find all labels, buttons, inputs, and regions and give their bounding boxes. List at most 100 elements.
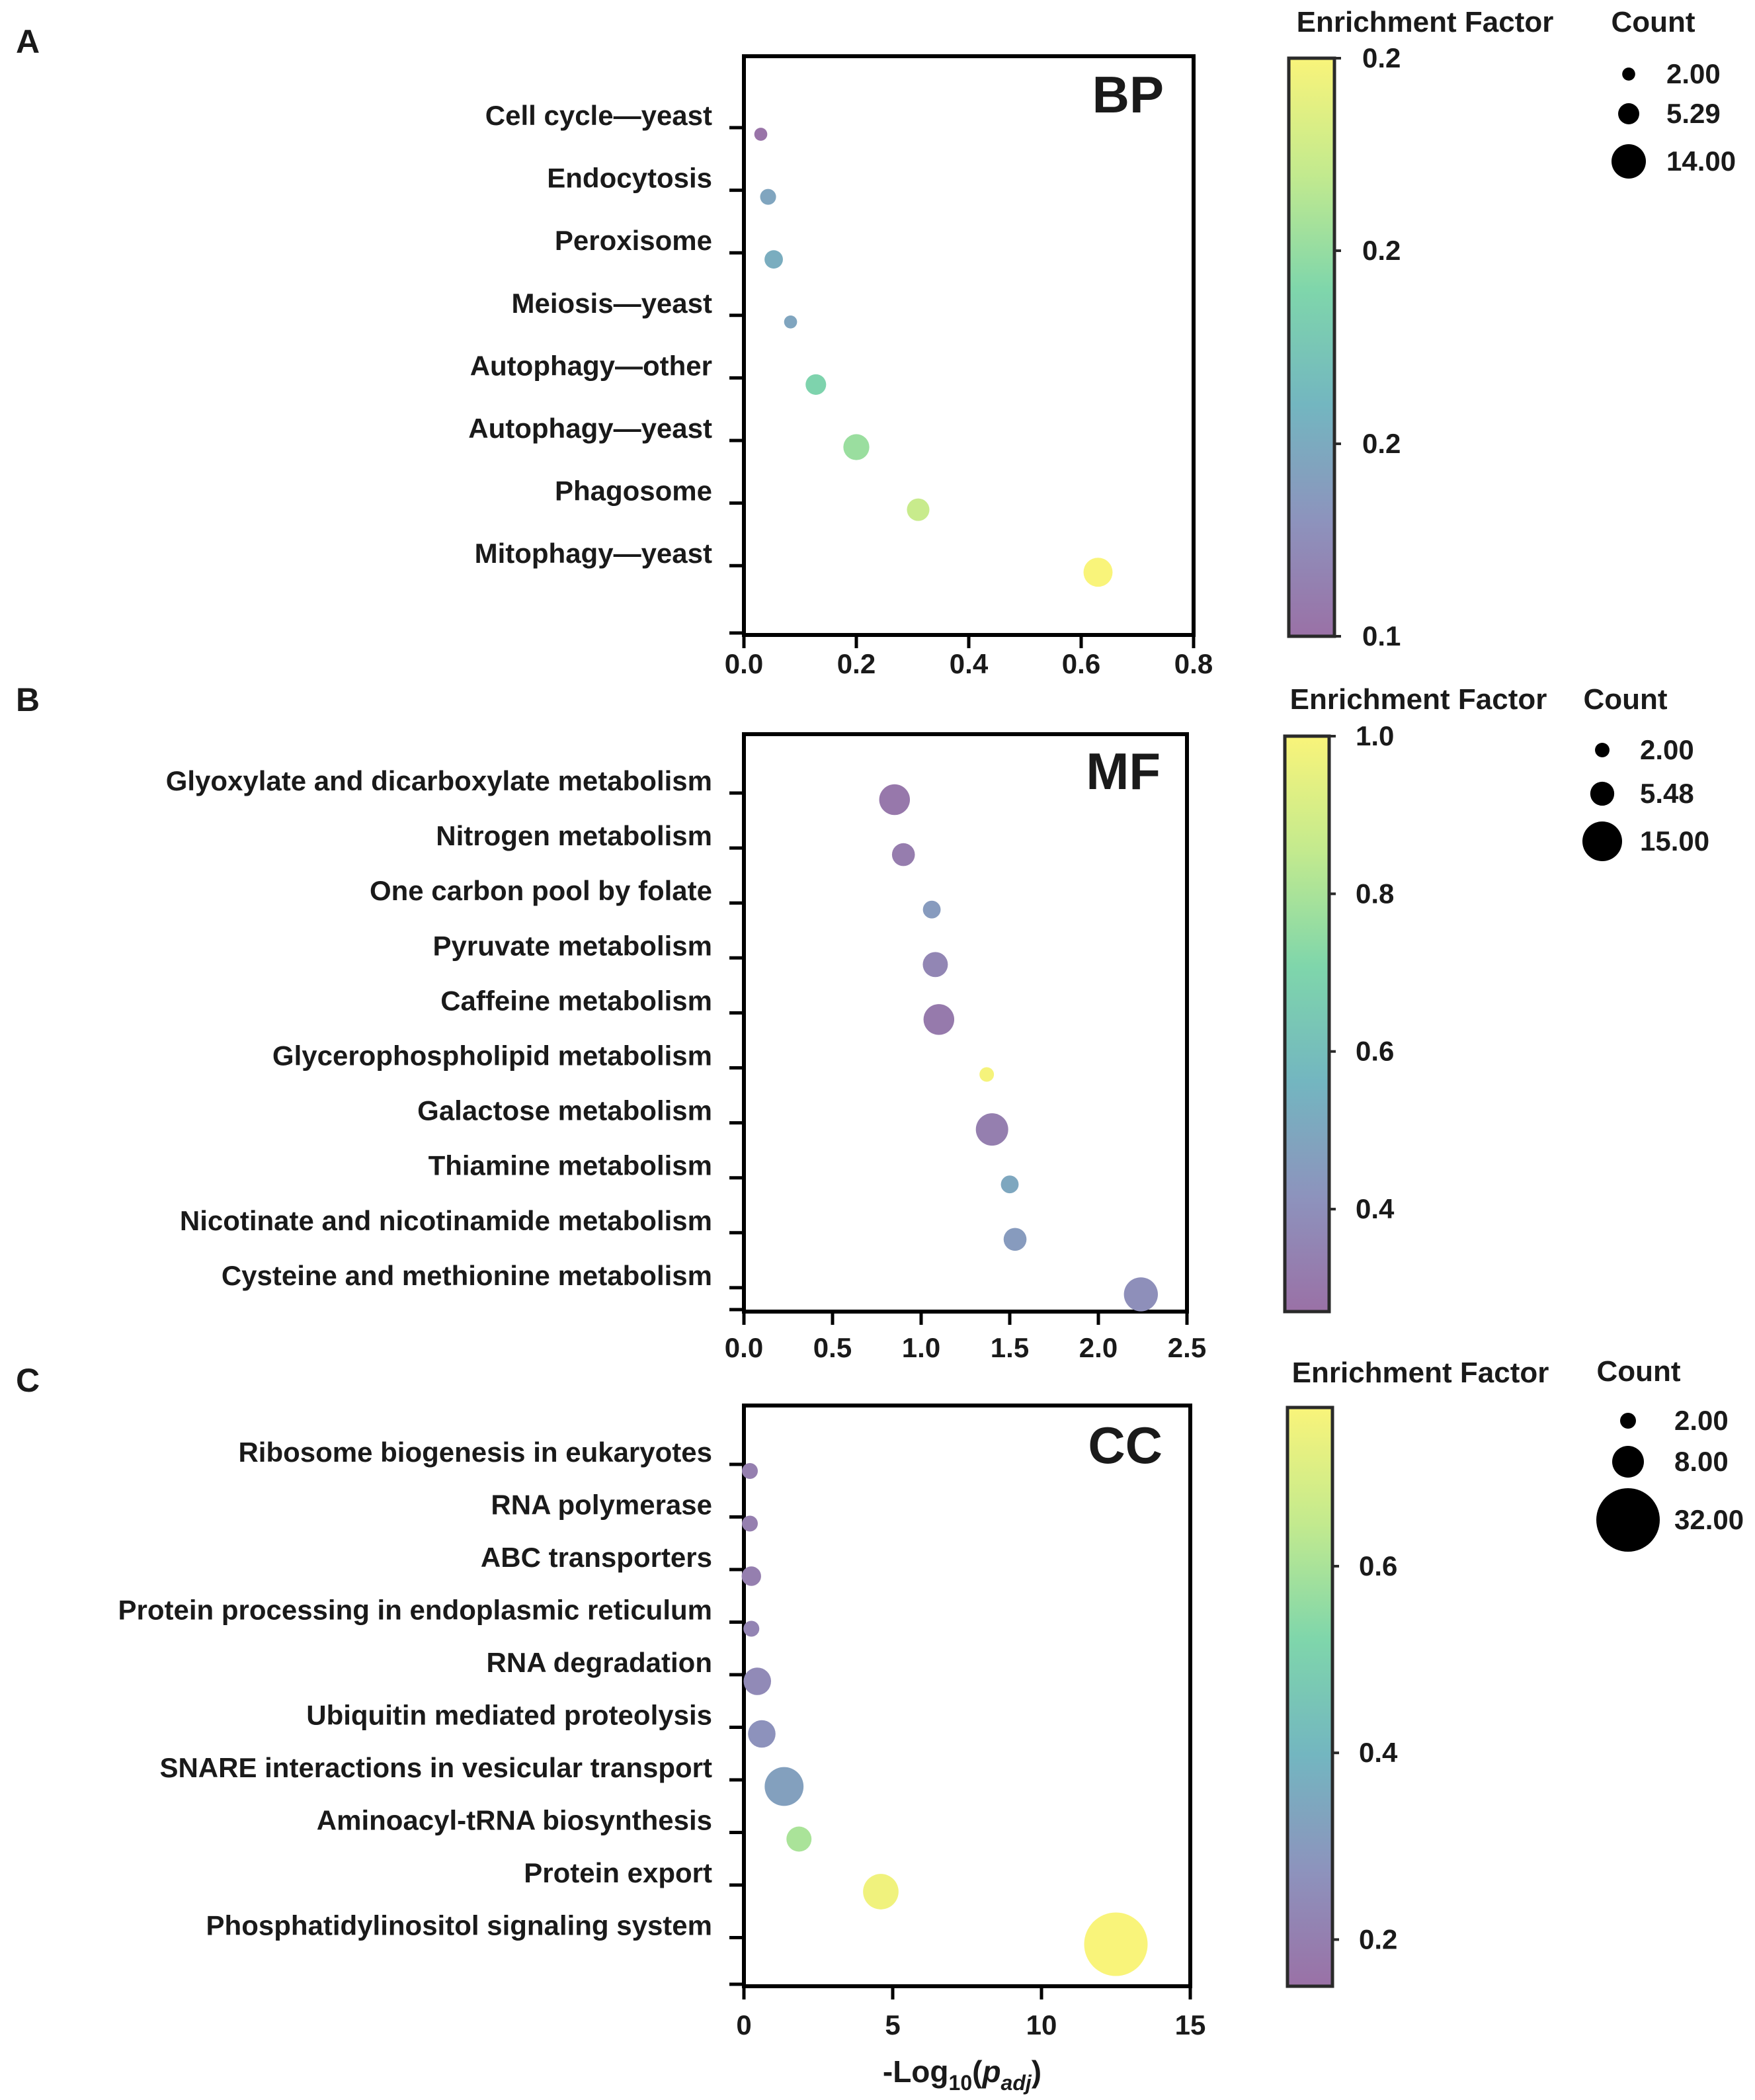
data-point bbox=[923, 1004, 955, 1035]
panel-title: BP bbox=[1092, 65, 1164, 124]
x-axis-label-close: ) bbox=[1032, 2054, 1041, 2089]
data-point bbox=[879, 784, 911, 816]
category-label: Autophagy—yeast bbox=[468, 413, 712, 444]
size-legend-dot bbox=[1620, 1413, 1636, 1429]
data-point bbox=[1123, 1277, 1159, 1312]
panel-letter: C bbox=[16, 1362, 40, 1399]
data-point bbox=[764, 250, 783, 269]
colorbar-tick-label: 0.6 bbox=[1359, 1550, 1397, 1581]
data-point bbox=[1003, 1228, 1027, 1251]
data-point bbox=[748, 1720, 776, 1748]
plot-frame bbox=[742, 732, 1189, 1314]
category-label: Caffeine metabolism bbox=[440, 985, 712, 1016]
colorbar-title: Enrichment Factor bbox=[1290, 683, 1547, 716]
x-tick-label: 0.8 bbox=[1174, 648, 1213, 679]
category-label: Cysteine and methionine metabolism bbox=[222, 1260, 712, 1291]
data-point bbox=[979, 1067, 995, 1082]
category-label: ABC transporters bbox=[481, 1542, 712, 1573]
size-legend-label: 2.00 bbox=[1674, 1405, 1729, 1436]
category-label: Meiosis—yeast bbox=[512, 288, 712, 319]
x-tick-label: 5 bbox=[885, 2009, 900, 2040]
plot-frame bbox=[742, 54, 1196, 637]
size-legend-dot bbox=[1618, 103, 1639, 124]
x-tick-label: 0.4 bbox=[950, 648, 989, 679]
category-label: Glycerophospholipid metabolism bbox=[272, 1040, 712, 1071]
data-point bbox=[907, 498, 930, 521]
size-legend-dot bbox=[1590, 781, 1615, 806]
category-label: RNA degradation bbox=[487, 1647, 712, 1678]
data-point bbox=[1083, 558, 1113, 587]
colorbar bbox=[1287, 56, 1336, 638]
colorbar bbox=[1283, 734, 1331, 1314]
colorbar-tick-label: 1.0 bbox=[1356, 720, 1394, 751]
x-tick-label: 0.2 bbox=[837, 648, 876, 679]
size-legend-dot bbox=[1622, 67, 1635, 81]
category-label: Endocytosis bbox=[547, 163, 712, 194]
data-point bbox=[1000, 1175, 1019, 1194]
data-point bbox=[975, 1113, 1008, 1146]
category-label: Nicotinate and nicotinamide metabolism bbox=[180, 1205, 712, 1236]
category-label: Ribosome biogenesis in eukaryotes bbox=[238, 1437, 712, 1468]
colorbar-tick-label: 0.4 bbox=[1356, 1193, 1395, 1224]
colorbar-tick-label: 0.2 bbox=[1362, 42, 1401, 73]
size-legend-label: 8.00 bbox=[1674, 1446, 1729, 1477]
category-label: Pyruvate metabolism bbox=[432, 930, 712, 961]
colorbar-tick-label: 0.6 bbox=[1356, 1036, 1394, 1067]
size-legend-dot bbox=[1612, 144, 1646, 179]
category-label: Protein export bbox=[524, 1857, 712, 1888]
category-label: Aminoacyl-tRNA biosynthesis bbox=[317, 1805, 712, 1836]
category-label: Peroxisome bbox=[555, 225, 712, 256]
category-label: Mitophagy—yeast bbox=[475, 538, 712, 569]
data-point bbox=[1084, 1912, 1148, 1976]
x-axis-label-prefix: -Log bbox=[883, 2054, 949, 2089]
panel-letter: B bbox=[16, 681, 40, 718]
size-legend-label: 14.00 bbox=[1666, 146, 1736, 177]
colorbar-tick-label: 0.2 bbox=[1362, 235, 1401, 266]
colorbar-title: Enrichment Factor bbox=[1292, 1357, 1549, 1389]
data-point bbox=[784, 315, 797, 329]
x-tick-label: 0.5 bbox=[813, 1332, 852, 1363]
category-label: Ubiquitin mediated proteolysis bbox=[306, 1700, 712, 1731]
data-point bbox=[742, 1463, 758, 1479]
category-label: Protein processing in endoplasmic reticu… bbox=[118, 1595, 712, 1626]
x-tick-label: 1.0 bbox=[902, 1332, 940, 1363]
x-axis-label-p: p bbox=[981, 2054, 1000, 2089]
size-legend-title: Count bbox=[1611, 6, 1695, 38]
colorbar-tick-label: 0.4 bbox=[1359, 1737, 1398, 1768]
panel-title: MF bbox=[1086, 742, 1161, 800]
x-axis-label-p-subscript: adj bbox=[1001, 2071, 1032, 2095]
data-point bbox=[922, 952, 948, 978]
category-label: Phagosome bbox=[555, 476, 712, 507]
data-point bbox=[743, 1620, 760, 1637]
panels-layer: A BP Cell cycle—yeast Endocytosis Peroxisome… bbox=[16, 6, 1744, 2040]
data-point bbox=[863, 1874, 899, 1910]
x-tick-label: 0.0 bbox=[725, 648, 763, 679]
panel-bp: A BP Cell cycle—yeast Endocytosis Peroxisome… bbox=[16, 6, 1736, 679]
x-tick-label: 15 bbox=[1175, 2009, 1206, 2040]
size-legend-label: 5.29 bbox=[1666, 98, 1721, 129]
category-label: Autophagy—other bbox=[470, 350, 712, 381]
colorbar-tick-label: 0.8 bbox=[1356, 878, 1394, 909]
data-point bbox=[805, 374, 827, 395]
data-point bbox=[760, 189, 776, 205]
x-tick-label: 0 bbox=[736, 2009, 751, 2040]
x-tick-label: 2.5 bbox=[1168, 1332, 1206, 1363]
data-point bbox=[764, 1767, 804, 1806]
x-tick-label: 10 bbox=[1026, 2009, 1057, 2040]
data-point bbox=[743, 1667, 772, 1695]
size-legend-label: 15.00 bbox=[1640, 825, 1709, 857]
colorbar-title: Enrichment Factor bbox=[1297, 6, 1554, 38]
category-label: Cell cycle—yeast bbox=[485, 100, 712, 131]
panel-letter: A bbox=[16, 23, 40, 60]
colorbar bbox=[1286, 1406, 1334, 1988]
category-label: Nitrogen metabolism bbox=[436, 820, 712, 851]
size-legend-title: Count bbox=[1583, 683, 1667, 716]
x-axis-label: -Log10(padj) bbox=[883, 2054, 1041, 2095]
category-label: Thiamine metabolism bbox=[429, 1150, 712, 1181]
size-legend-label: 2.00 bbox=[1666, 58, 1721, 89]
colorbar-tick-label: 0.2 bbox=[1362, 428, 1401, 459]
data-point bbox=[843, 434, 870, 460]
size-legend-dot bbox=[1612, 1446, 1644, 1478]
